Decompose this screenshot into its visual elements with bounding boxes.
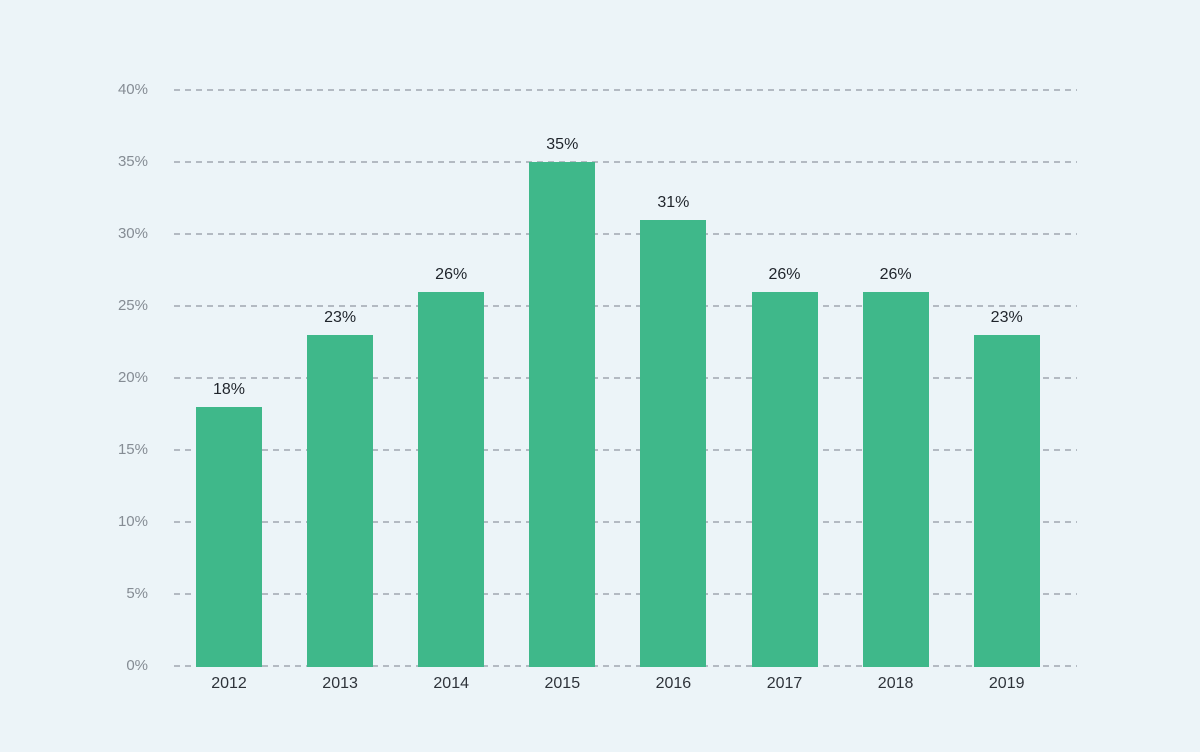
y-axis-tick-label: 20%	[117, 369, 148, 386]
bar-value-label-2015: 35%	[546, 136, 579, 153]
bar-value-label-2019: 23%	[990, 308, 1023, 326]
bar-value-label-2016: 31%	[657, 193, 690, 211]
bar-2015	[529, 162, 596, 667]
x-axis-category-label-2018: 2018	[877, 675, 914, 692]
y-axis-tick-label: 15%	[117, 441, 148, 458]
x-axis-category-label-2013: 2013	[322, 675, 358, 692]
bar-2018	[862, 291, 929, 667]
gridline-15%	[174, 449, 1077, 451]
x-axis-category-label-2017: 2017	[766, 675, 803, 692]
y-axis-tick-label: 25%	[117, 297, 148, 314]
x-axis-category-label-2015: 2015	[544, 675, 581, 692]
bar-value-label-2012: 18%	[212, 380, 246, 398]
gridline-30%	[174, 233, 1077, 235]
y-axis-tick-label: 10%	[117, 513, 148, 530]
x-axis-category-label-2014: 2014	[433, 675, 469, 692]
gridline-35%	[174, 161, 1077, 163]
bar-2016	[640, 219, 707, 667]
x-axis-category-label-2016: 2016	[655, 675, 692, 692]
bar-2017	[751, 291, 818, 667]
y-axis-tick-label: 40%	[117, 81, 148, 98]
bar-value-label-2013: 23%	[324, 308, 357, 326]
gridline-0%	[174, 665, 1077, 667]
bar-2012	[196, 406, 262, 667]
bar-value-label-2017: 26%	[768, 265, 801, 283]
bar-value-label-2014: 26%	[435, 265, 468, 283]
bar-2013	[307, 334, 374, 667]
bar-value-label-2018: 26%	[879, 265, 912, 283]
gridline-20%	[174, 377, 1077, 379]
x-axis-category-label-2019: 2019	[988, 675, 1025, 692]
gridline-25%	[174, 305, 1077, 307]
gridline-40%	[174, 89, 1077, 91]
y-axis-tick-label: 0%	[126, 657, 148, 674]
bar-2019	[973, 334, 1040, 667]
bar-2014	[418, 291, 485, 667]
y-axis-tick-label: 35%	[117, 153, 148, 170]
x-axis-category-label-2012: 2012	[211, 675, 247, 692]
gridline-10%	[174, 521, 1077, 523]
gridline-5%	[174, 593, 1077, 595]
y-axis-tick-label: 30%	[117, 225, 148, 242]
y-axis-tick-label: 5%	[126, 585, 148, 602]
